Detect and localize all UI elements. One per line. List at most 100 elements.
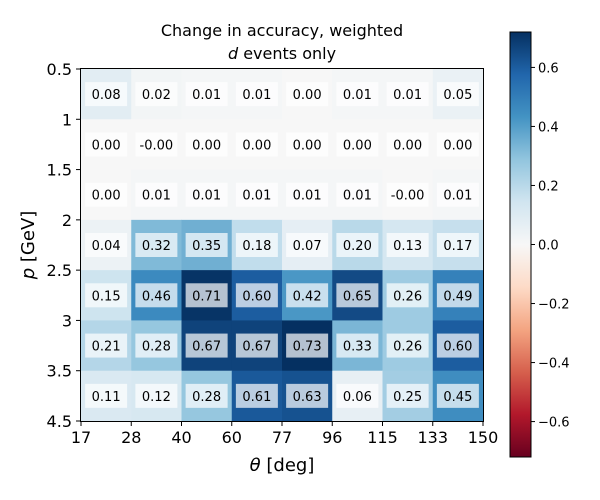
x-tick-label: 150 xyxy=(468,428,499,447)
y-tick-label: 4.5 xyxy=(47,412,72,431)
x-tick-label: 96 xyxy=(322,428,342,447)
cell-value-label: 0.12 xyxy=(142,390,171,405)
cell-value-label: 0.21 xyxy=(92,340,121,355)
colorbar-ticks: 0.6 0.4 0.2 0.0 −0.2 −0.4 −0.6 xyxy=(531,61,570,431)
cell-value-label: 0.00 xyxy=(293,88,322,103)
cell-label-box xyxy=(85,233,128,257)
cell-label-box xyxy=(185,82,228,107)
cell-value-label: 0.02 xyxy=(142,88,171,103)
y-axis-ticks: 0.5 1 1.5 2 2.5 3 3.5 4.5 xyxy=(47,60,81,431)
cell-value-label: 0.08 xyxy=(92,88,121,103)
cell-value-label: 0.01 xyxy=(443,189,472,204)
x-tick-label: 133 xyxy=(417,428,448,447)
cell-value-label: 0.01 xyxy=(192,88,221,103)
cell-value-label: 0.42 xyxy=(293,289,322,304)
colorbar-tick-label: 0.2 xyxy=(538,179,559,194)
y-tick-label: 3.5 xyxy=(47,362,72,381)
cell-label-box xyxy=(235,333,278,358)
cell-value-label: 0.71 xyxy=(192,289,221,304)
y-axis-label: p [GeV] xyxy=(18,211,39,281)
cell-value-label: 0.00 xyxy=(92,138,121,153)
cell-label-box xyxy=(135,182,178,207)
cell-label-box xyxy=(235,283,278,308)
cell-label-box xyxy=(85,383,128,408)
cell-label-box xyxy=(336,333,379,358)
cell-label-box xyxy=(185,383,228,408)
heatmap-cell-labels: 0.08 0.02 0.01 0.01 0.00 0.01 0.01 0.05 0.00 -0.0… xyxy=(85,82,479,408)
colorbar-tick-label: −0.4 xyxy=(538,357,570,372)
cell-value-label: 0.01 xyxy=(242,88,271,103)
cell-value-label: -0.00 xyxy=(140,138,174,153)
cell-value-label: 0.01 xyxy=(393,88,422,103)
cell-label-box xyxy=(185,233,228,257)
cell-value-label: 0.01 xyxy=(293,189,322,204)
x-tick-label: 77 xyxy=(272,428,292,447)
cell-label-box xyxy=(135,82,178,107)
x-tick-label: 40 xyxy=(171,428,191,447)
cell-label-box xyxy=(436,132,479,157)
cell-value-label: 0.01 xyxy=(192,189,221,204)
cell-value-label: 0.00 xyxy=(92,189,121,204)
cell-label-box xyxy=(135,283,178,308)
cell-value-label: 0.18 xyxy=(242,239,271,254)
cell-label-box xyxy=(286,233,329,257)
cell-label-box xyxy=(85,283,128,308)
cell-label-box xyxy=(235,383,278,408)
cell-value-label: 0.67 xyxy=(242,340,271,355)
y-tick-label: 3 xyxy=(62,311,72,330)
x-tick-label: 115 xyxy=(367,428,398,447)
cell-value-label: 0.45 xyxy=(443,390,472,405)
x-axis-label: θ [deg] xyxy=(250,455,315,476)
cell-label-box xyxy=(135,333,178,358)
cell-label-box xyxy=(436,82,479,107)
cell-value-label: 0.11 xyxy=(92,390,121,405)
cell-label-box xyxy=(386,383,429,408)
colorbar-tick-label: −0.6 xyxy=(538,416,570,431)
cell-value-label: 0.17 xyxy=(443,239,472,254)
cell-value-label: 0.25 xyxy=(393,390,422,405)
cell-label-box xyxy=(185,132,228,157)
cell-label-box xyxy=(85,182,128,207)
cell-value-label: 0.07 xyxy=(293,239,322,254)
cell-label-box xyxy=(286,283,329,308)
cell-label-box xyxy=(336,132,379,157)
cell-value-label: 0.04 xyxy=(92,239,121,254)
cell-label-box xyxy=(85,333,128,358)
cell-label-box xyxy=(336,82,379,107)
cell-value-label: 0.00 xyxy=(343,138,372,153)
cell-value-label: 0.01 xyxy=(343,88,372,103)
chart-title-line2: d events only xyxy=(228,44,336,63)
cell-value-label: 0.06 xyxy=(343,390,372,405)
cell-value-label: 0.00 xyxy=(192,138,221,153)
cell-value-label: 0.15 xyxy=(92,289,121,304)
cell-label-box xyxy=(286,182,329,207)
x-tick-label: 60 xyxy=(222,428,242,447)
cell-label-box xyxy=(235,233,278,257)
cell-label-box xyxy=(286,383,329,408)
cell-value-label: 0.26 xyxy=(393,340,422,355)
cell-value-label: 0.33 xyxy=(343,340,372,355)
x-axis-label-symbol: θ xyxy=(250,455,261,476)
cell-value-label: 0.65 xyxy=(343,289,372,304)
cell-label-box xyxy=(436,333,479,358)
y-tick-label: 2.5 xyxy=(47,261,72,280)
cell-label-box xyxy=(185,182,228,207)
cell-label-box xyxy=(436,233,479,257)
cell-value-label: 0.01 xyxy=(343,189,372,204)
colorbar-tick-label: 0.4 xyxy=(538,120,559,135)
cell-value-label: 0.00 xyxy=(443,138,472,153)
cell-label-box xyxy=(85,82,128,107)
y-axis-label-unit: [GeV] xyxy=(18,211,39,268)
y-tick-label: 1 xyxy=(62,110,72,129)
x-axis-label-unit: [deg] xyxy=(261,455,315,476)
y-tick-label: 2 xyxy=(62,211,72,230)
cell-label-box xyxy=(185,283,228,308)
cell-label-box xyxy=(135,132,178,157)
cell-label-box xyxy=(386,333,429,358)
x-tick-label: 17 xyxy=(71,428,91,447)
cell-label-box xyxy=(286,82,329,107)
cell-label-box xyxy=(386,182,429,207)
cell-label-box xyxy=(436,383,479,408)
x-axis-ticks: 17 28 40 60 77 96 115 133 150 xyxy=(71,421,498,447)
cell-label-box xyxy=(286,132,329,157)
